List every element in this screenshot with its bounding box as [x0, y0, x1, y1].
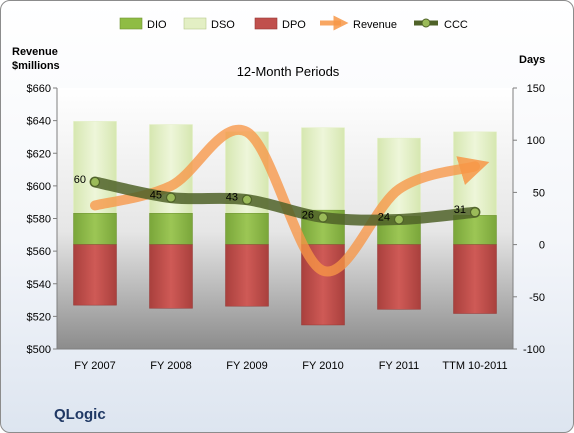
- bar-dpo: [149, 244, 193, 309]
- chart-title: 12-Month Periods: [237, 64, 340, 79]
- ccc-data-label: 60: [74, 174, 86, 186]
- legend-swatch-dio: [119, 17, 143, 30]
- bar-dio: [225, 213, 269, 245]
- lines: 60 45 43 26 24 31: [74, 124, 490, 277]
- right-tick-label: -50: [529, 292, 545, 304]
- x-tick-label: TTM 10-2011: [442, 360, 507, 372]
- left-tick-label: $640: [27, 116, 51, 128]
- right-tick-label: 0: [539, 240, 545, 252]
- bar-dio: [73, 213, 117, 245]
- ccc-point: [165, 192, 177, 203]
- ccc-point: [393, 214, 405, 225]
- ccc-line: [89, 176, 481, 226]
- x-tick-label: FY 2007: [74, 360, 115, 372]
- legend-swatch-dso: [183, 17, 207, 30]
- ccc-point: [241, 194, 253, 205]
- x-tick-label: FY 2011: [379, 360, 420, 372]
- legend-label-dso: DSO: [211, 19, 235, 31]
- left-tick-label: $540: [27, 279, 51, 291]
- ccc-data-label: 43: [226, 192, 238, 204]
- ccc-point: [469, 207, 481, 218]
- x-tick-label: FY 2009: [226, 360, 267, 372]
- company-name: QLogic: [54, 406, 106, 423]
- revenue-line: [90, 124, 490, 277]
- ccc-point: [89, 176, 101, 188]
- legend-label-revenue: Revenue: [353, 19, 397, 31]
- left-tick-label: $500: [27, 344, 51, 356]
- bar-dpo: [225, 244, 269, 307]
- left-tick-label: $520: [27, 311, 51, 323]
- legend-label-dio: DIO: [147, 19, 167, 31]
- left-tick-label: $580: [27, 214, 51, 226]
- bar-dio: [149, 213, 193, 245]
- ccc-point: [317, 212, 329, 223]
- legend-swatch-dpo: [254, 17, 278, 30]
- legend-ccc-marker-icon: [421, 18, 431, 28]
- legend-label-dpo: DPO: [282, 19, 306, 31]
- right-tick-label: 150: [527, 83, 545, 95]
- right-tick-label: 100: [527, 135, 545, 147]
- right-tick-label: -100: [523, 344, 545, 356]
- right-tick-label: 50: [533, 187, 545, 199]
- ccc-data-label: 45: [150, 190, 162, 202]
- ccc-data-label: 26: [302, 209, 314, 221]
- right-axis-title: Days: [519, 54, 545, 66]
- left-axis-title-line1: Revenue: [12, 46, 58, 58]
- ccc-data-label: 24: [378, 212, 390, 224]
- bar-dpo: [377, 244, 421, 310]
- bar-dso: [301, 127, 345, 211]
- x-tick-label: FY 2008: [150, 360, 191, 372]
- axes: $500 $520 $540 $560 $580 $600 $620 $640 $660 -100…: [27, 83, 545, 372]
- bar-dio: [453, 215, 497, 245]
- left-tick-label: $600: [27, 181, 51, 193]
- left-tick-label: $620: [27, 148, 51, 160]
- bar-dpo: [73, 244, 117, 306]
- left-tick-label: $560: [27, 246, 51, 258]
- legend: DIO DSO DPO Revenue CCC: [119, 15, 468, 31]
- left-tick-label: $660: [27, 83, 51, 95]
- x-tick-label: FY 2010: [302, 360, 343, 372]
- ccc-data-label: 31: [454, 204, 466, 216]
- left-axis-title-line2: $millions: [12, 60, 60, 72]
- legend-label-ccc: CCC: [444, 19, 468, 31]
- bar-dpo: [453, 244, 497, 314]
